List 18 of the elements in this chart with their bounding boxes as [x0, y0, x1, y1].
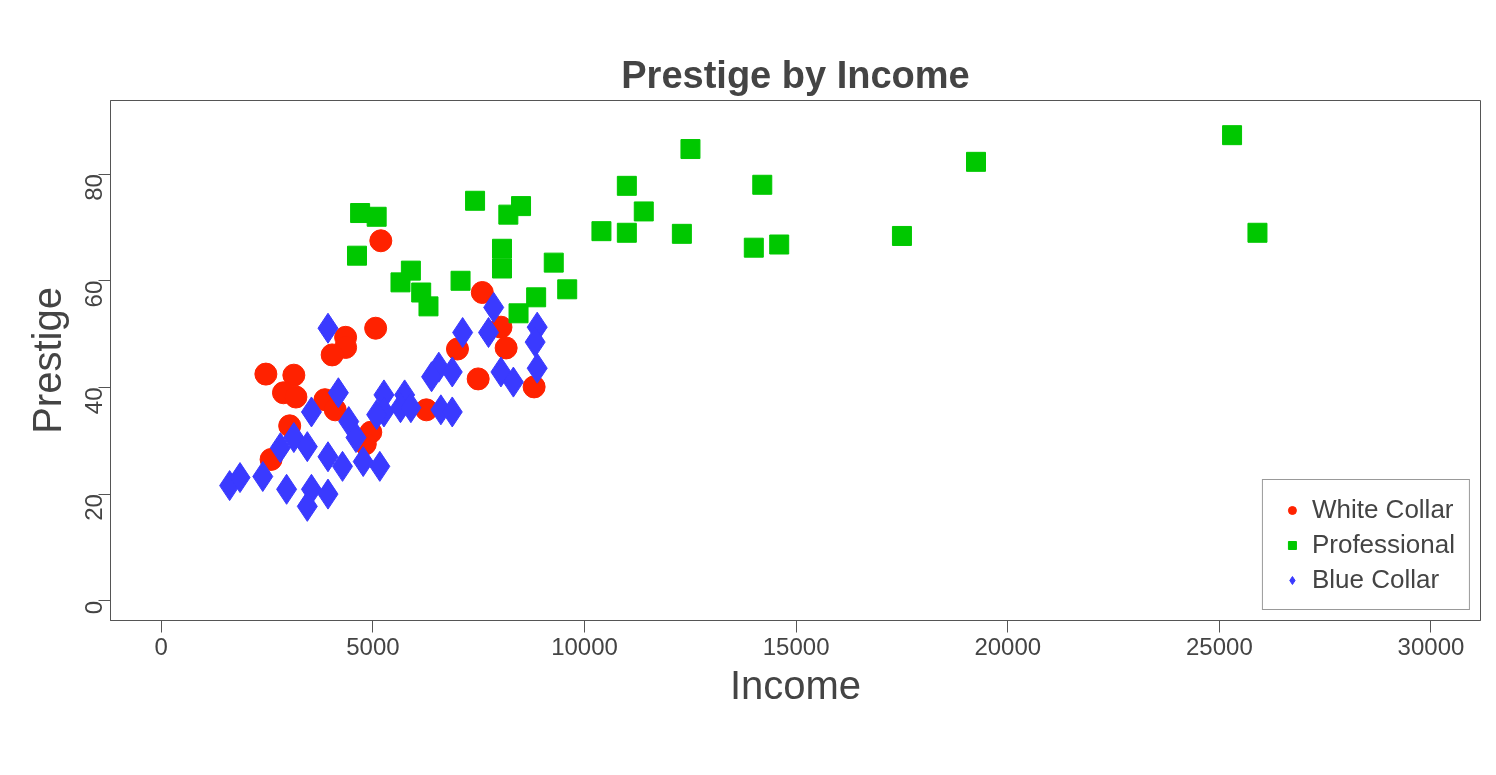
x-tick-label: 15000 — [762, 632, 830, 660]
y-tick-label: 80 — [80, 174, 107, 201]
x-tick-label: 0 — [154, 632, 168, 660]
y-tick-label: 60 — [80, 280, 107, 308]
legend-label: White Collar — [1311, 494, 1454, 525]
x-tick-label: 5000 — [346, 632, 400, 660]
legend-label: Blue Collar — [1311, 564, 1440, 595]
x-axis-title: Income — [729, 662, 862, 707]
x-tick-label: 20000 — [974, 632, 1042, 660]
legend-label: Professional — [1311, 529, 1455, 560]
x-tick-label: 30000 — [1397, 632, 1465, 660]
y-tick-label: 20 — [80, 494, 107, 521]
y-axis-title: Prestige — [24, 287, 69, 434]
y-tick-label: 0 — [80, 600, 107, 615]
y-tick-label: 40 — [80, 387, 107, 415]
x-tick-label: 10000 — [551, 632, 618, 660]
chart-title: Prestige by Income — [621, 53, 970, 96]
x-tick-label: 25000 — [1186, 632, 1253, 660]
